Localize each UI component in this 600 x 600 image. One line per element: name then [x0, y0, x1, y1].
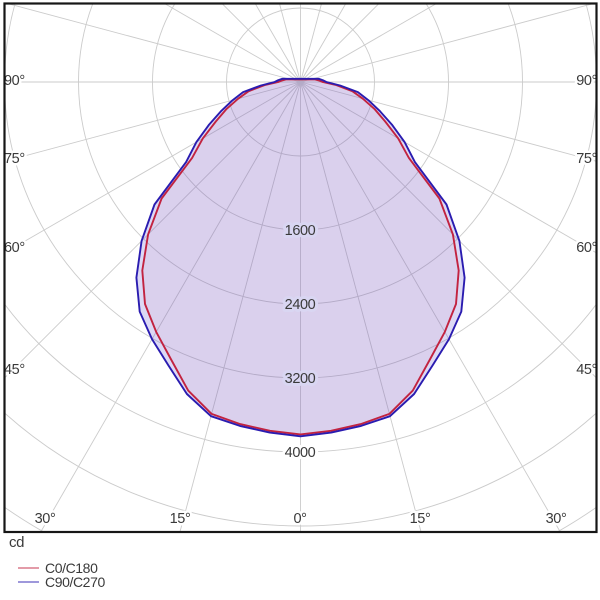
angle-label-7-15: 15° — [410, 511, 431, 527]
angle-label-6-0: 0° — [293, 511, 306, 527]
curve-c0-c180 — [141, 78, 460, 436]
ring-label-3200: 3200 — [285, 371, 316, 387]
ring-label-4000: 4000 — [285, 445, 316, 461]
legend-label-c0-c180: C0/C180 — [45, 560, 98, 576]
grid-radial-line-15 — [300, 81, 422, 531]
plot-border — [3, 2, 598, 534]
angle-label-5-15: 15° — [170, 511, 191, 527]
grid-radial-line-345 — [179, 81, 301, 531]
legend-label-c90-c270: C90/C270 — [45, 574, 105, 590]
angle-label-1-75: 75° — [4, 151, 25, 167]
legend: C0/C180 C90/C270 — [18, 560, 106, 590]
grid-radial-line-330 — [40, 81, 301, 531]
curve-c90-c270 — [135, 77, 466, 438]
grid-radial-line-30 — [300, 81, 561, 531]
grid-radial-line-285 — [5, 81, 301, 162]
grid-radial-line-45 — [300, 81, 596, 379]
legend-item-c90-c270: C90/C270 — [18, 574, 106, 590]
grid-radial-line-300 — [5, 81, 301, 254]
fill-c0-c180 — [142, 79, 459, 435]
angle-label-4-30: 30° — [35, 511, 56, 527]
grid-radial-line-60 — [300, 81, 596, 254]
grid-radial-line-315 — [5, 81, 301, 379]
chart-labels: 1600 2400 3200 4000 90° 75° 60° 45° 30° 15° 0° 15° 3… — [2, 71, 600, 530]
fill-c90-c270 — [136, 78, 465, 437]
grid-radial-line-75 — [300, 81, 596, 162]
angle-label-2-60: 60° — [4, 240, 25, 256]
angle-label-9-45: 45° — [576, 362, 597, 378]
grid-radial-line-105 — [300, 4, 594, 83]
unit-label: cd — [9, 534, 24, 551]
angle-label-10-60: 60° — [576, 240, 597, 256]
intensity-curves — [135, 77, 466, 438]
grid-radial-line-255 — [7, 4, 301, 83]
angle-label-8-30: 30° — [546, 511, 567, 527]
legend-item-c0-c180: C0/C180 — [18, 560, 98, 576]
angle-label-0-90: 90° — [4, 73, 25, 89]
ring-label-1600: 1600 — [285, 223, 316, 239]
intensity-fills — [136, 78, 465, 437]
ring-label-2400: 2400 — [285, 297, 316, 313]
angle-label-11-75: 75° — [576, 151, 597, 167]
angle-label-12-90: 90° — [576, 73, 597, 89]
angle-label-3-45: 45° — [4, 362, 25, 378]
